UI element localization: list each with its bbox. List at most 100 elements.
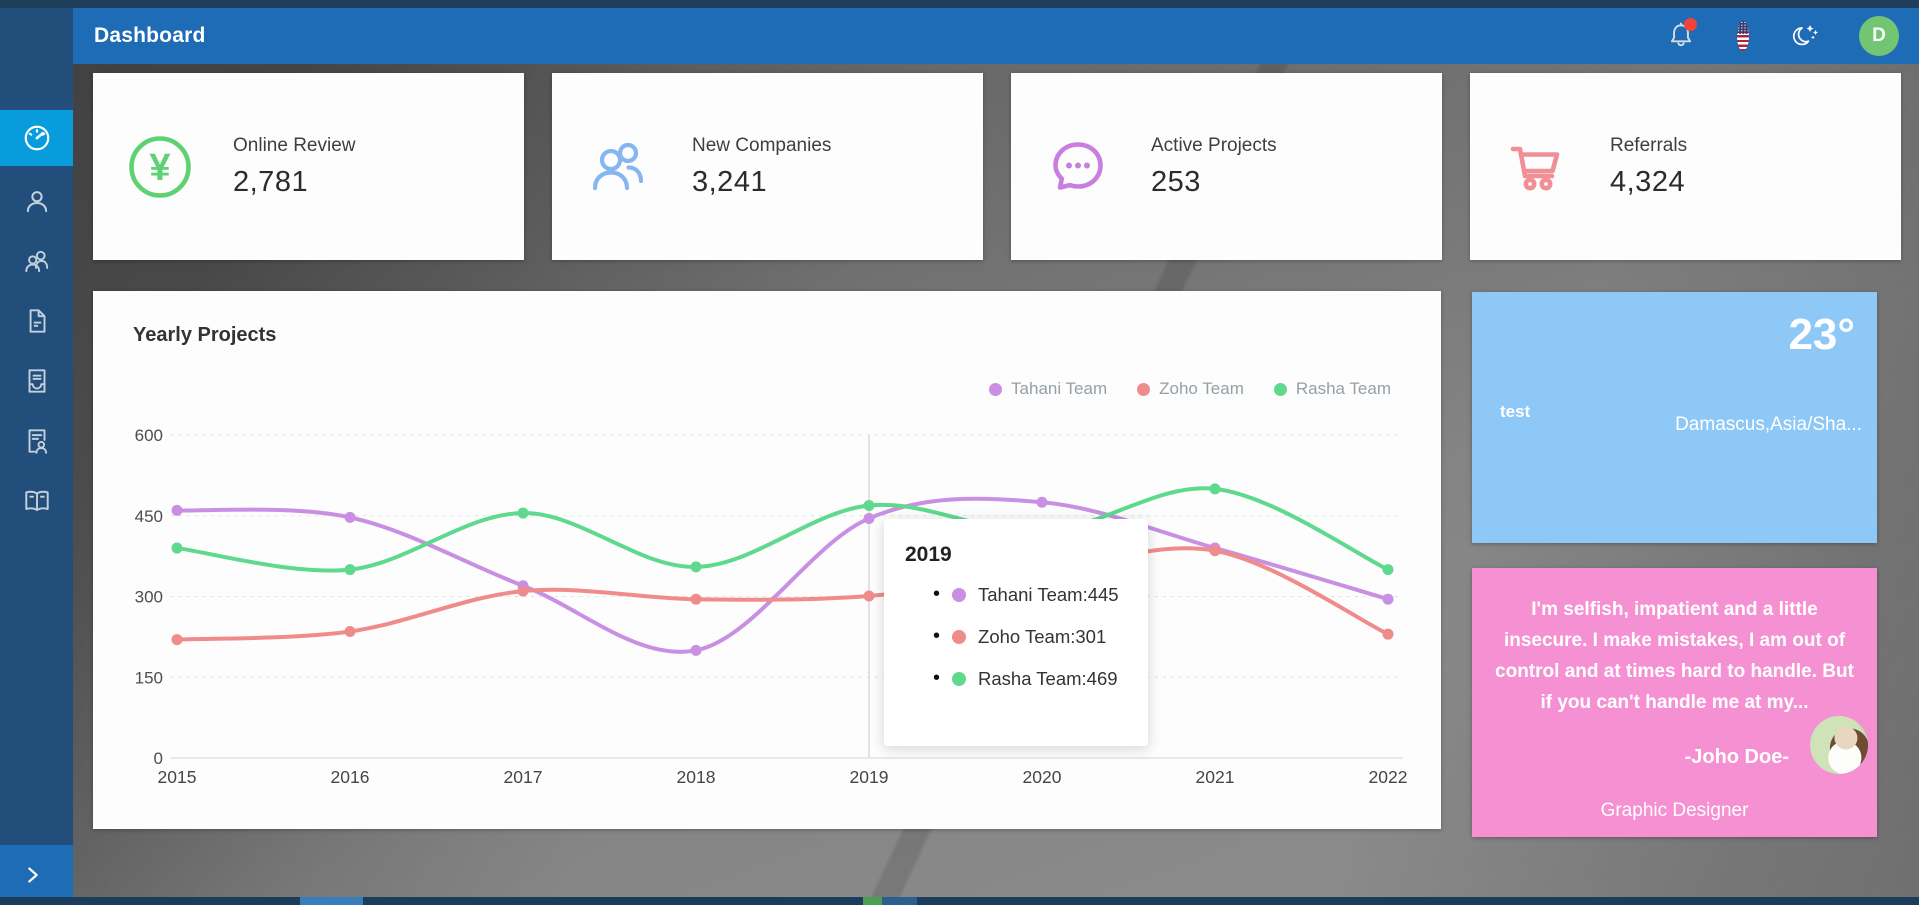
weather-temperature: 23° bbox=[1788, 310, 1855, 359]
legend-item[interactable]: Zoho Team bbox=[1137, 379, 1244, 399]
page-title: Dashboard bbox=[94, 24, 206, 47]
user-avatar[interactable]: D bbox=[1859, 16, 1899, 56]
woman-portrait-photo bbox=[1810, 716, 1868, 774]
tooltip-values-list: • Tahani Team:445 • Zoho Team:301 • Rasha Tea… bbox=[905, 583, 1128, 690]
sidebar-nav bbox=[0, 8, 73, 905]
bullet-icon: • bbox=[933, 667, 941, 689]
yearly-projects-chart-card: Yearly Projects Tahani Team Zoho Team Rash… bbox=[93, 291, 1441, 829]
bottom-taskbar-edge[interactable] bbox=[0, 897, 1919, 905]
notification-badge bbox=[1684, 18, 1697, 31]
sidebar-item-dashboard[interactable] bbox=[0, 110, 73, 166]
legend-item[interactable]: Rasha Team bbox=[1273, 379, 1391, 399]
quote-card: I'm selfish, impatient and a little inse… bbox=[1472, 568, 1877, 837]
svg-text:2018: 2018 bbox=[677, 767, 716, 787]
tooltip-row: • Rasha Team:469 bbox=[905, 667, 1128, 690]
user-icon bbox=[26, 191, 47, 213]
chart-title: Yearly Projects bbox=[133, 324, 277, 346]
svg-text:150: 150 bbox=[135, 668, 163, 687]
legend-dot-icon bbox=[1137, 382, 1151, 396]
stat-label: Active Projects bbox=[1151, 134, 1277, 156]
bullet-icon: • bbox=[933, 625, 941, 647]
svg-text:2016: 2016 bbox=[331, 767, 370, 787]
svg-text:600: 600 bbox=[135, 426, 163, 445]
sidebar-item-contacts[interactable] bbox=[0, 413, 73, 469]
sidebar-item-user[interactable] bbox=[0, 173, 73, 229]
stat-label: Referrals bbox=[1610, 134, 1688, 156]
legend-dot-icon bbox=[1273, 382, 1287, 396]
legend-label: Zoho Team bbox=[1159, 379, 1244, 398]
svg-text:2021: 2021 bbox=[1196, 767, 1235, 787]
stat-value: 253 bbox=[1151, 165, 1201, 198]
legend-item[interactable]: Tahani Team bbox=[989, 379, 1107, 399]
book-icon bbox=[24, 490, 49, 512]
svg-text:0: 0 bbox=[154, 749, 163, 768]
taskbar-segment bbox=[882, 897, 917, 905]
series-dot-icon bbox=[952, 587, 967, 602]
quote-text: I'm selfish, impatient and a little inse… bbox=[1495, 599, 1854, 713]
tooltip-value: Tahani Team:445 bbox=[978, 583, 1119, 605]
moon-sparkles-icon bbox=[1793, 25, 1818, 46]
legend-label: Rasha Team bbox=[1295, 379, 1391, 398]
sidebar-item-documents[interactable] bbox=[0, 293, 73, 349]
sidebar-item-library[interactable] bbox=[0, 473, 73, 529]
navbar-actions: D bbox=[1659, 8, 1919, 64]
dark-mode-toggle[interactable] bbox=[1781, 14, 1825, 58]
svg-text:300: 300 bbox=[135, 588, 163, 607]
line-chart[interactable]: 0 150 300 450 600 2015 2016 2017 2018 2019 2020 202… bbox=[93, 291, 1441, 829]
svg-text:¥: ¥ bbox=[149, 147, 170, 189]
svg-text:2022: 2022 bbox=[1369, 767, 1408, 787]
weather-label: test bbox=[1500, 402, 1531, 421]
top-navbar: Dashboard D bbox=[0, 8, 1919, 64]
weather-card: 23° test Damascus,Asia/Sha... bbox=[1472, 292, 1877, 543]
stat-value: 3,241 bbox=[692, 165, 768, 198]
tooltip-value: Zoho Team:301 bbox=[978, 625, 1107, 647]
document-icon bbox=[29, 309, 45, 333]
chart-tooltip: 2019 • Tahani Team:445 • Zoho Team:301 • Rash… bbox=[884, 519, 1148, 746]
quote-role: Graphic Designer bbox=[1600, 800, 1749, 821]
tooltip-row: • Zoho Team:301 bbox=[905, 625, 1128, 648]
yen-currency-icon: ¥ bbox=[129, 135, 191, 198]
tooltip-year: 2019 bbox=[905, 543, 952, 566]
legend-label: Tahani Team bbox=[1011, 379, 1108, 398]
bullet-icon: • bbox=[933, 583, 941, 605]
shopping-cart-icon bbox=[1510, 146, 1560, 190]
svg-text:2017: 2017 bbox=[504, 767, 543, 787]
chat-bubble-icon bbox=[1053, 141, 1103, 190]
stat-card-new-companies: New Companies 3,241 bbox=[552, 73, 983, 260]
invoice-tray-icon bbox=[28, 369, 45, 393]
language-flag-button[interactable] bbox=[1721, 14, 1765, 58]
dashboard-gauge-icon bbox=[24, 125, 49, 151]
svg-text:2015: 2015 bbox=[158, 767, 197, 787]
us-flag-icon bbox=[1737, 21, 1749, 51]
window-top-edge bbox=[0, 0, 1919, 8]
sidebar-expand-button[interactable] bbox=[0, 845, 73, 905]
chevron-right-icon bbox=[28, 867, 38, 883]
svg-text:2020: 2020 bbox=[1023, 767, 1062, 787]
users-icon bbox=[24, 250, 48, 273]
taskbar-segment bbox=[863, 897, 882, 905]
sidebar-item-invoices[interactable] bbox=[0, 353, 73, 409]
stat-label: New Companies bbox=[692, 134, 832, 156]
chart-legend: Tahani Team Zoho Team Rasha Team bbox=[989, 379, 1391, 399]
stat-value: 4,324 bbox=[1610, 165, 1686, 198]
stat-card-online-review: ¥ Online Review 2,781 bbox=[93, 73, 524, 260]
series-dot-icon bbox=[952, 671, 967, 686]
stat-label: Online Review bbox=[233, 134, 356, 156]
svg-text:450: 450 bbox=[135, 507, 163, 526]
group-icon bbox=[592, 142, 644, 190]
series-dot-icon bbox=[952, 629, 967, 644]
sidebar-item-users[interactable] bbox=[0, 233, 73, 289]
stat-card-referrals: Referrals 4,324 bbox=[1470, 73, 1901, 260]
contact-document-icon bbox=[28, 429, 47, 454]
svg-text:2019: 2019 bbox=[850, 767, 889, 787]
tooltip-row: • Tahani Team:445 bbox=[905, 583, 1128, 606]
notification-bell-button[interactable] bbox=[1659, 14, 1703, 58]
stat-value: 2,781 bbox=[233, 165, 309, 198]
tooltip-value: Rasha Team:469 bbox=[978, 667, 1118, 689]
legend-dot-icon bbox=[989, 382, 1003, 396]
quote-author: -Joho Doe- bbox=[1684, 746, 1789, 768]
weather-location: Damascus,Asia/Sha... bbox=[1675, 414, 1862, 435]
stat-card-active-projects: Active Projects 253 bbox=[1011, 73, 1442, 260]
taskbar-segment bbox=[300, 897, 363, 905]
